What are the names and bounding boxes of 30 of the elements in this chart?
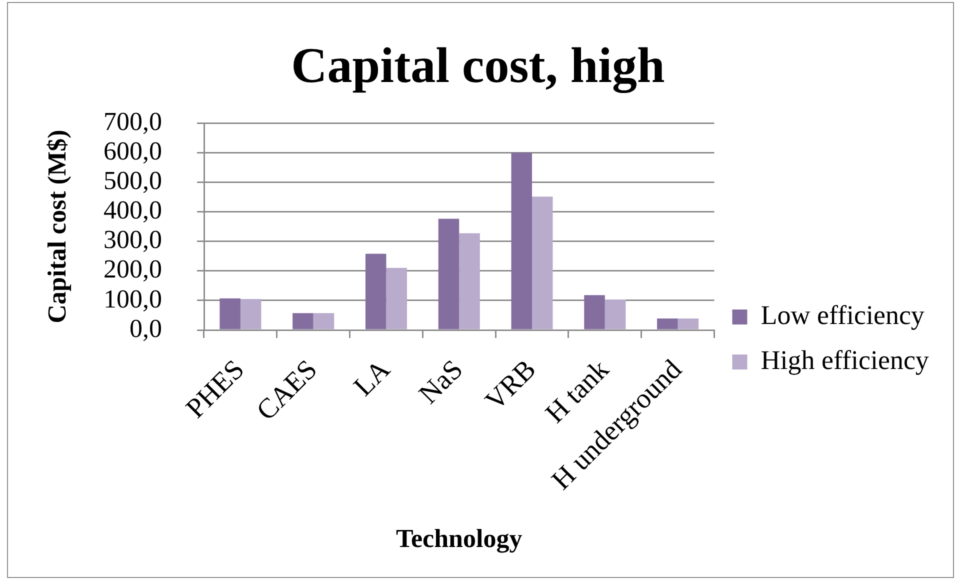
x-tick-label: LA <box>348 354 397 402</box>
bar <box>511 152 532 330</box>
legend-label: High efficiency <box>760 345 930 376</box>
bar <box>604 300 626 330</box>
y-tick-label: 300,0 <box>104 225 162 254</box>
y-tick-label: 100,0 <box>104 284 162 314</box>
bar <box>459 233 480 330</box>
y-tick-label: 700,0 <box>104 106 162 136</box>
y-tick-label: 500,0 <box>104 166 162 195</box>
chart-title: Capital cost, high <box>291 37 666 94</box>
legend-label: Low efficiency <box>760 300 925 330</box>
bar <box>220 298 240 330</box>
bar <box>386 268 408 330</box>
x-tick-label: VRB <box>480 354 542 417</box>
y-tick-label: 200,0 <box>104 254 162 284</box>
bar <box>532 196 553 330</box>
y-tick-label: 600,0 <box>104 136 162 166</box>
y-tick-label: 400,0 <box>104 196 162 225</box>
bar <box>292 313 314 330</box>
x-tick-label: NaS <box>413 354 470 410</box>
bar <box>438 218 460 330</box>
y-tick-label: 0,0 <box>130 314 162 343</box>
y-axis-title: Capital cost (M$) <box>42 130 72 324</box>
bar <box>313 313 334 330</box>
bar <box>678 318 699 330</box>
bar <box>365 254 386 330</box>
bar <box>657 318 678 330</box>
bar <box>584 295 605 330</box>
bar <box>240 298 262 330</box>
x-axis-title: Technology <box>396 524 522 554</box>
